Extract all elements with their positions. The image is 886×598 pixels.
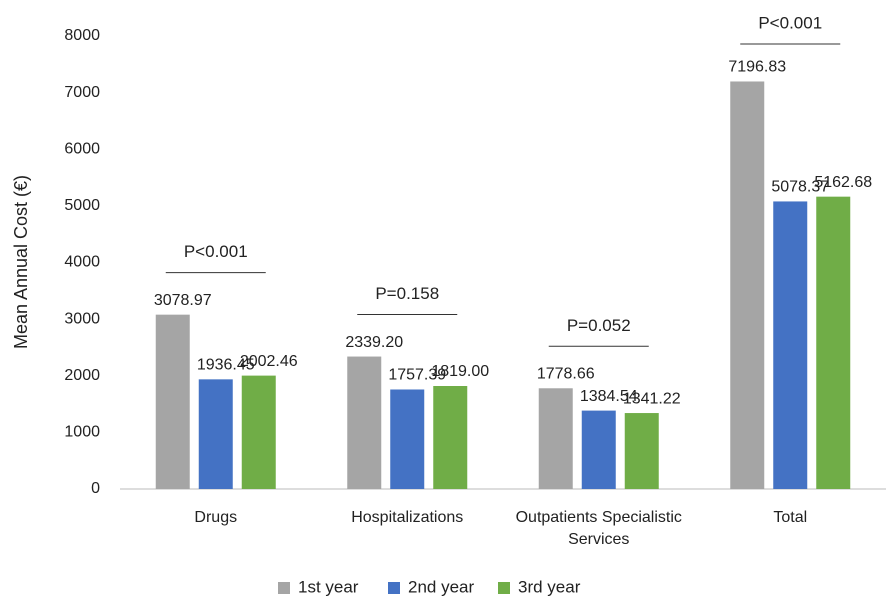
significance-label: P<0.001 [184,242,248,261]
legend-label: 2nd year [408,577,474,596]
value-label: 1819.00 [431,363,489,380]
legend-swatch [278,582,290,594]
y-tick-label: 2000 [64,367,100,384]
y-tick-label: 8000 [64,27,100,44]
value-label: 1757.39 [388,367,446,384]
bar [730,81,765,490]
legend-swatch [388,582,400,594]
bar [390,389,425,489]
x-tick-label: Hospitalizations [351,509,464,526]
bar [581,410,616,489]
y-tick-label: 4000 [64,254,100,271]
y-tick-label: 3000 [64,310,100,327]
bar [433,385,468,489]
value-label: 7196.83 [728,59,786,76]
value-label: 2002.46 [240,353,298,370]
y-tick-label: 1000 [64,424,100,441]
y-axis-label: Mean Annual Cost (€) [11,175,31,349]
y-tick-label: 0 [91,480,100,497]
legend-swatch [498,582,510,594]
bar [624,413,659,489]
bar [241,375,276,489]
significance-label: P=0.052 [567,316,631,335]
value-label: 1936.45 [197,357,255,374]
x-tick-label: Drugs [194,509,238,526]
legend-label: 3rd year [518,577,581,596]
y-tick-label: 5000 [64,197,100,214]
significance-label: P<0.001 [758,13,822,32]
y-tick-label: 7000 [64,84,100,101]
value-label: 1341.22 [623,390,681,407]
bar [198,379,233,489]
value-label: 5078.37 [771,179,829,196]
legend-label: 1st year [298,577,359,596]
significance-label: P=0.158 [375,284,439,303]
bar [773,201,808,489]
value-label: 1778.66 [537,366,595,383]
y-tick-label: 6000 [64,140,100,157]
value-label: 1384.54 [580,388,638,405]
bar [347,356,382,489]
value-label: 5162.68 [814,174,872,191]
bar [155,314,190,489]
value-label: 2339.20 [345,334,403,351]
value-label: 3078.97 [154,292,212,309]
bar [538,388,573,489]
x-tick-label: Outpatients Specialistic Services [515,509,682,548]
x-tick-label: Total [773,509,808,526]
bar [816,196,851,489]
